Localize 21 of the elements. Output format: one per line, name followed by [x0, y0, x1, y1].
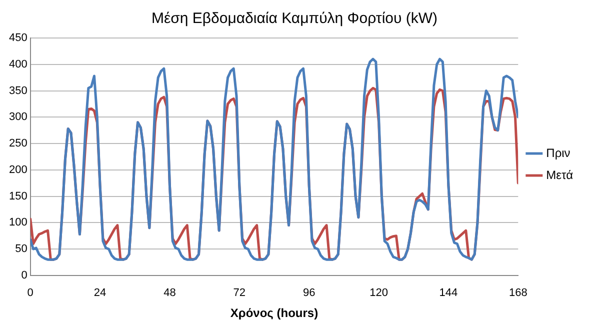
y-tick-label: 50	[15, 243, 28, 256]
x-tick-label: 24	[94, 287, 106, 300]
y-tick-label: 450	[8, 32, 28, 44]
x-tick-label: 120	[370, 287, 388, 300]
x-tick-label: 144	[439, 287, 458, 300]
x-tick-label: 72	[233, 287, 246, 300]
y-tick-label: 150	[8, 190, 28, 202]
legend-label: Πριν	[546, 146, 570, 160]
y-tick-label: 200	[8, 164, 28, 176]
y-tick-label: 100	[8, 216, 28, 229]
x-tick-label: 96	[302, 287, 316, 300]
y-tick-label: 300	[8, 111, 28, 124]
x-tick-label: 48	[164, 287, 176, 300]
chart-title: Μέση Εβδομαδιαία Καμπύλη Φορτίου (kW)	[151, 10, 438, 28]
x-tick-label: 168	[508, 287, 528, 300]
legend-label: Μετά	[546, 168, 574, 182]
x-axis-title: Χρόνος (hours)	[230, 306, 318, 320]
y-tick-label: 0	[21, 269, 28, 282]
y-tick-label: 250	[8, 138, 28, 150]
y-tick-label: 400	[8, 58, 28, 70]
y-tick-label: 350	[8, 84, 28, 97]
